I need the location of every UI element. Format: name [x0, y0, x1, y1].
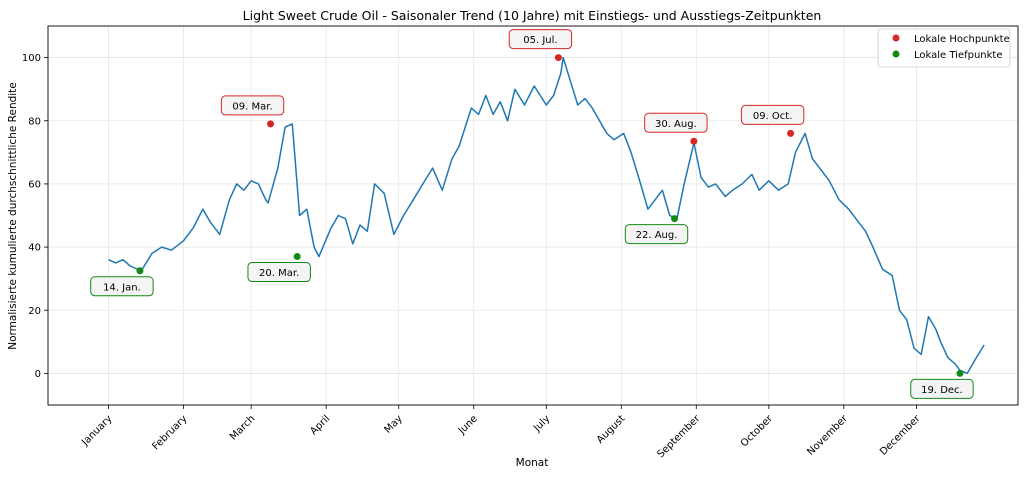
legend-high-marker	[892, 34, 900, 42]
marker-layer	[136, 54, 964, 377]
high-annotation-label: 09. Oct.	[753, 111, 793, 122]
x-tick-label: July	[531, 413, 552, 434]
y-tick-label: 80	[28, 116, 41, 127]
y-tick-label: 20	[28, 306, 41, 317]
x-tick-label: August	[595, 413, 628, 446]
x-tick-label: December	[878, 413, 923, 458]
high-marker	[690, 137, 698, 145]
low-annotation-label: 19. Dec.	[921, 385, 963, 396]
high-annotation-box	[508, 29, 573, 50]
plot-frame	[47, 25, 1019, 406]
low-marker	[671, 215, 679, 223]
seasonal-trend-line	[108, 56, 985, 375]
high-annotation-label: 05. Jul.	[523, 35, 557, 46]
low-marker	[136, 267, 144, 275]
high-annotation-label: 09. Mar.	[232, 101, 272, 112]
x-axis-label: Monat	[516, 457, 549, 469]
x-tick-label: April	[308, 413, 332, 437]
low-marker	[293, 253, 301, 261]
grid	[48, 26, 1018, 405]
low-annotation-label: 22. Aug.	[636, 230, 678, 241]
x-tick-label: October	[739, 413, 776, 450]
x-tick-label: June	[456, 413, 480, 437]
x-tick-label: September	[656, 413, 703, 460]
high-annotation-box	[644, 112, 708, 133]
y-axis-label: Normalisierte kumulierte durchschnittlic…	[7, 82, 19, 350]
high-marker	[787, 129, 795, 137]
y-tick-label: 100	[22, 53, 41, 64]
high-annotation-label: 30. Aug.	[655, 119, 697, 130]
high-marker	[267, 120, 275, 128]
low-annotation-label: 14. Jan.	[103, 282, 141, 293]
low-annotation-box	[247, 262, 311, 283]
low-annotation-box	[624, 224, 689, 245]
low-annotation-label: 20. Mar.	[259, 268, 299, 279]
x-tick-label: February	[150, 413, 189, 452]
x-tick-label: November	[805, 413, 850, 458]
legend-high-label: Lokale Hochpunkte	[914, 34, 1010, 45]
y-tick-label: 60	[28, 179, 41, 190]
low-annotation-box	[90, 276, 154, 297]
legend-low-label: Lokale Tiefpunkte	[914, 50, 1003, 61]
line-layer	[108, 56, 985, 375]
legend-low-marker	[892, 50, 900, 58]
high-marker	[554, 54, 562, 62]
legend: Lokale Hochpunkte Lokale Tiefpunkte	[877, 28, 1011, 68]
low-marker	[956, 369, 964, 377]
high-annotation-box	[220, 95, 285, 116]
y-tick-label: 0	[35, 369, 41, 380]
legend-frame	[877, 28, 1011, 68]
high-annotation-box	[740, 104, 805, 125]
chart-title: Light Sweet Crude Oil - Saisonaler Trend…	[243, 8, 822, 23]
x-tick-label: March	[228, 413, 257, 442]
annotation-layer: 09. Mar. 05. Jul. 30. Aug. 09. Oct. 14. Jan.…	[90, 29, 974, 399]
low-annotation-box	[910, 378, 974, 399]
y-tick-label: 40	[28, 243, 41, 254]
x-tick-label: January	[79, 413, 114, 448]
x-tick-label: May	[382, 413, 404, 435]
